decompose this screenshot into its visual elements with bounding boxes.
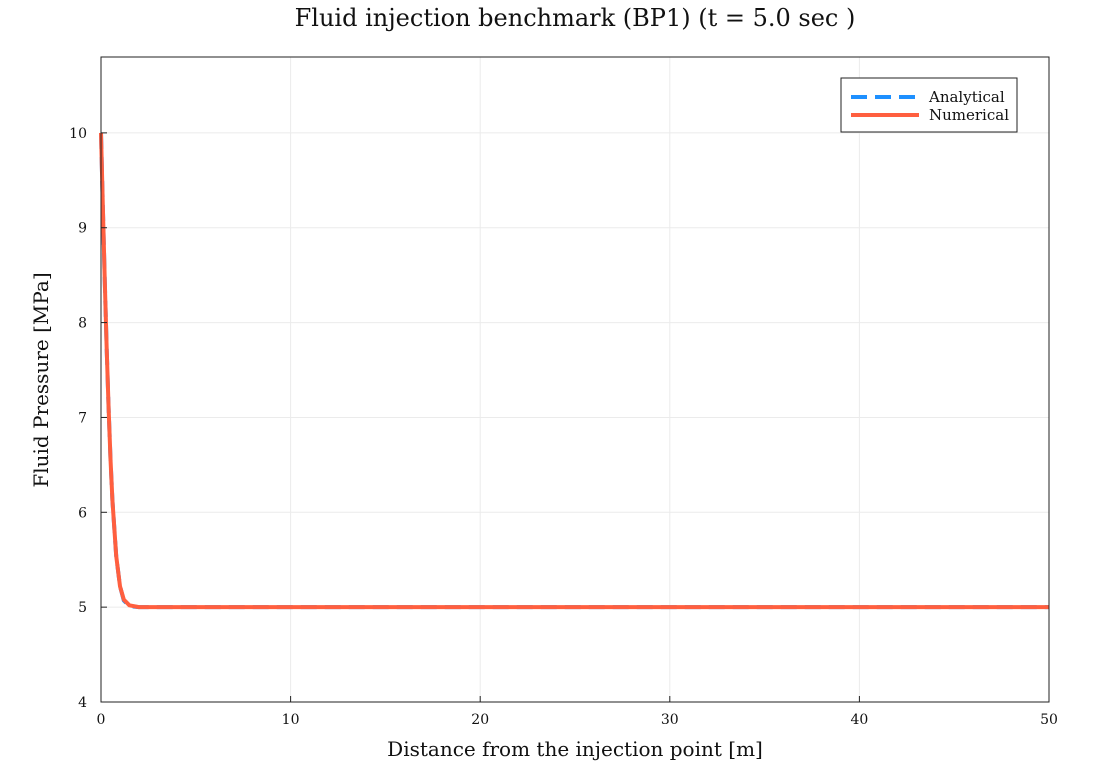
y-tick-label: 6 [78,505,87,521]
x-tick-label: 10 [282,712,300,728]
legend-label-analytical: Analytical [928,88,1005,106]
y-axis-label: Fluid Pressure [MPa] [29,272,53,487]
y-tick-label: 4 [78,695,87,711]
ticks: 0 10 20 30 40 50 4 5 6 7 8 9 10 [69,126,1058,728]
x-tick-label: 40 [850,712,868,728]
x-axis-label: Distance from the injection point [m] [387,737,763,761]
chart-title: Fluid injection benchmark (BP1) (t = 5.0… [295,4,856,32]
legend: Analytical Numerical [840,77,1018,133]
x-tick-label: 50 [1040,712,1058,728]
y-tick-label: 5 [78,600,87,616]
y-tick-label: 9 [78,221,87,237]
series-group [99,132,1049,610]
y-tick-label: 10 [69,126,87,142]
y-tick-label: 8 [78,316,87,332]
x-tick-label: 30 [661,712,679,728]
y-tick-label: 7 [78,410,87,426]
series-line-numerical [99,132,1049,610]
x-tick-label: 20 [471,712,489,728]
plot-frame [100,56,1050,703]
series-line-analytical [99,132,1049,610]
legend-label-numerical: Numerical [929,106,1009,124]
legend-box [840,77,1018,133]
x-tick-label: 0 [97,712,106,728]
